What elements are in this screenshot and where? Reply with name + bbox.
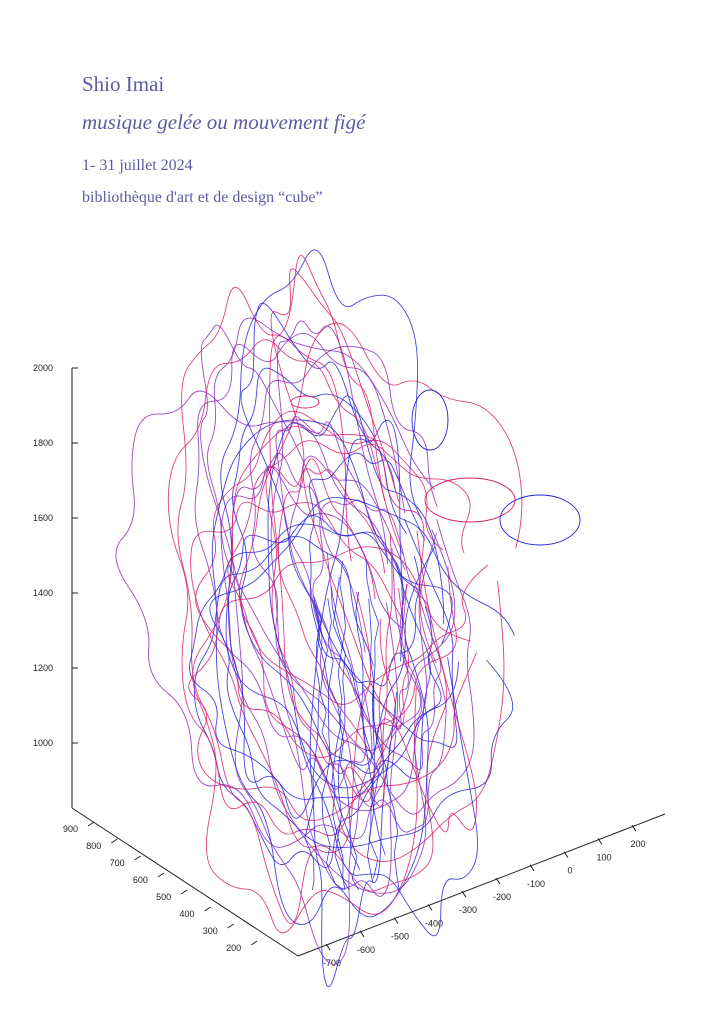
trajectory-curve [270,268,477,833]
trajectory-curve [200,324,366,790]
y-tick-label: 200 [226,943,241,953]
trajectory-curve [207,317,475,815]
x-tick [393,917,399,924]
trajectory-curve [270,320,399,897]
exhibition-title: musique gelée ou mouvement figé [82,110,366,134]
trajectory-curve [278,468,409,754]
y-tick [87,821,95,827]
trajectory-curve [211,419,429,925]
trajectory-curve [312,499,447,833]
x-tick [597,838,603,845]
z-tick-label: 1400 [33,588,53,598]
y-tick-label: 700 [110,858,125,868]
exhibition-dates: 1- 31 juillet 2024 [82,157,193,174]
trajectory-curve [275,416,409,730]
y-tick [227,923,235,929]
x-tick [631,824,637,832]
trajectory-curve [193,536,384,869]
trajectory-strand [327,598,360,891]
trajectory-curve [194,332,438,812]
x-tick-label: -100 [527,879,545,889]
x-tick-label: -500 [391,932,409,942]
y-tick [134,855,141,861]
x-tick [461,890,467,898]
x-tick-label: -400 [425,918,443,928]
trajectory-curve [267,395,478,937]
y-tick-label: 500 [156,892,171,902]
x-tick [359,930,365,938]
artist-name: Shio Imai [82,72,165,96]
trajectory-curve [265,458,397,802]
trajectory-strand [355,592,380,879]
trajectory-loop [411,389,449,451]
x-tick-label: 0 [567,866,572,876]
trajectory-curve [167,339,407,836]
trajectory-curve [220,249,436,819]
tick-group: 2000180016001400120010009008007006005004… [33,363,646,968]
x-tick-label: -600 [357,945,375,955]
trajectory-curve [115,390,422,848]
z-tick-label: 1800 [33,438,53,448]
y-tick-label: 300 [203,926,218,936]
trajectory-curve [309,419,403,988]
plot-axes [71,368,666,957]
y-tick-label: 900 [63,824,78,834]
x-tick [563,851,569,858]
trajectory-strand [304,596,322,891]
trajectory-strand [332,576,375,882]
x-tick-label: 200 [630,839,645,849]
trajectory-curve [190,501,448,892]
x-tick [325,943,331,951]
trajectory-curve [195,410,457,758]
x-tick [495,877,501,885]
trajectory-loop [424,477,516,523]
trajectory-strand [313,600,344,891]
y-axis [71,807,299,957]
y-tick-label: 400 [179,909,194,919]
z-tick-label: 1600 [33,513,53,523]
y-tick-label: 800 [86,841,101,851]
trajectory-strand [330,586,350,891]
trajectory-strand [368,598,400,891]
trajectory-curve [249,345,456,751]
exhibition-venue: bibliothèque d'art et de design “cube” [82,189,323,206]
y-tick [157,872,165,878]
trajectory-curve [289,455,442,770]
x-tick-label: -300 [459,905,477,915]
z-tick-label: 1200 [33,663,53,673]
x-tick [529,864,535,872]
y-tick [180,889,188,895]
x-tick-label: -700 [323,958,341,968]
x-tick [427,904,433,911]
y-tick [111,838,118,844]
trajectory-curve [188,546,477,822]
x-tick-label: -200 [493,892,511,902]
trajectory-curve [225,515,442,789]
trajectory-curve [309,452,426,687]
trajectory-loop [499,494,581,546]
trajectory-strand [337,561,361,870]
z-tick-label: 1000 [33,738,53,748]
trajectory-curve [209,497,515,848]
y-tick-label: 600 [133,875,148,885]
trajectory-curves [115,249,581,988]
trajectory-loop [290,395,320,409]
z-tick-label: 2000 [33,363,53,373]
y-tick [250,940,258,946]
trajectory-curve [269,255,393,807]
x-axis [297,813,666,957]
y-tick [204,906,211,912]
trajectory-curve [240,302,458,748]
x-tick-label: 100 [596,852,611,862]
trajectory-curve [227,440,488,705]
